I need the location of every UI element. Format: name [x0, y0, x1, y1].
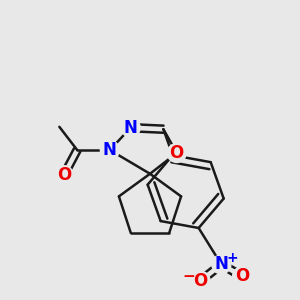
Text: N: N [124, 119, 138, 137]
Circle shape [100, 140, 119, 160]
Text: N: N [214, 255, 228, 273]
Circle shape [232, 267, 252, 286]
Text: O: O [169, 144, 184, 162]
Circle shape [167, 143, 186, 163]
Text: O: O [235, 267, 249, 285]
Text: −: − [183, 269, 196, 284]
Text: O: O [194, 272, 208, 290]
Circle shape [212, 255, 231, 274]
Circle shape [121, 118, 140, 137]
Text: O: O [57, 166, 71, 184]
Text: +: + [227, 251, 239, 265]
Circle shape [191, 271, 210, 290]
Text: N: N [103, 141, 117, 159]
Circle shape [54, 166, 73, 185]
